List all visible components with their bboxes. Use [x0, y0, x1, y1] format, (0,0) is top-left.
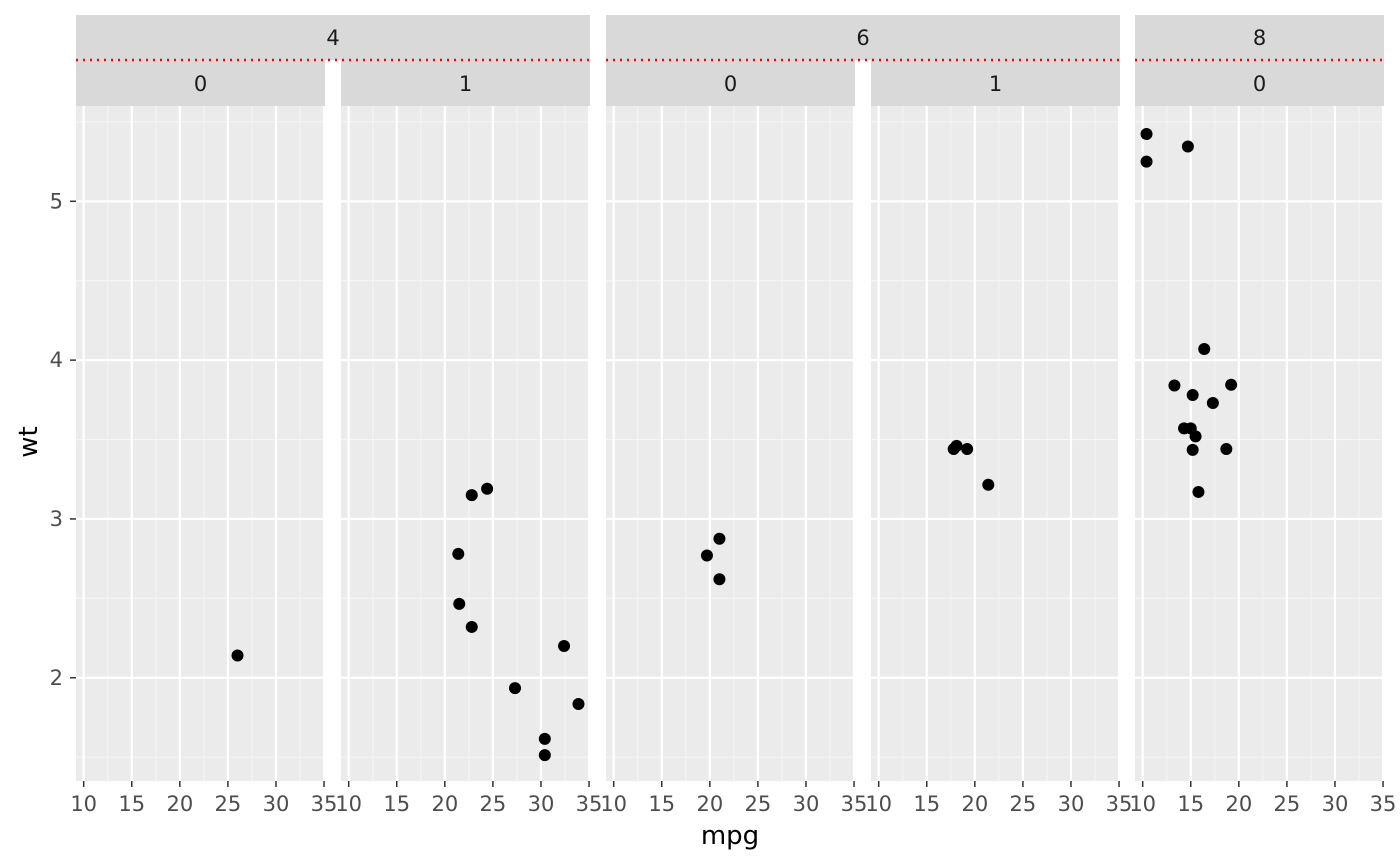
x-tick-label: 25 — [480, 792, 507, 816]
x-tick-label: 30 — [263, 792, 290, 816]
panel-strip-label: 1 — [459, 72, 472, 96]
data-point — [538, 749, 551, 762]
y-tick-label: 5 — [50, 189, 63, 213]
panel-strip — [606, 60, 855, 106]
x-tick-label: 20 — [696, 792, 723, 816]
x-tick-label: 35 — [311, 792, 338, 816]
data-point — [453, 597, 466, 610]
x-tick-label: 30 — [1322, 792, 1349, 816]
panel-background — [341, 106, 590, 781]
x-tick-label: 10 — [335, 792, 362, 816]
panel-strip — [341, 60, 590, 106]
x-tick-label: 20 — [166, 792, 193, 816]
data-point — [558, 640, 571, 652]
panel-strip-label: 0 — [724, 72, 737, 96]
data-point — [961, 443, 974, 456]
facet-panel — [341, 106, 591, 781]
x-tick-label: 15 — [913, 792, 940, 816]
data-point — [1184, 422, 1197, 435]
group-strip-label: 8 — [1253, 26, 1266, 50]
panel-background — [871, 106, 1120, 781]
data-point — [1225, 378, 1238, 391]
x-tick-label: 25 — [1274, 792, 1301, 816]
data-point — [1140, 155, 1153, 168]
data-point — [1206, 397, 1219, 409]
x-tick-label: 35 — [1106, 792, 1133, 816]
data-point — [1220, 443, 1233, 456]
panel-strip-label: 0 — [194, 72, 207, 96]
facet-panel — [76, 106, 326, 781]
data-point — [700, 549, 713, 562]
data-point — [481, 482, 494, 495]
y-tick-label: 3 — [50, 507, 63, 531]
panel-strip — [1135, 60, 1384, 106]
data-point — [713, 532, 726, 545]
group-strip — [1135, 15, 1384, 60]
data-point — [231, 649, 244, 662]
x-tick-label: 25 — [1010, 792, 1037, 816]
group-strip — [76, 15, 590, 60]
x-tick-label: 30 — [793, 792, 820, 816]
x-tick-label: 20 — [961, 792, 988, 816]
x-tick-label: 15 — [648, 792, 675, 816]
x-tick-label: 30 — [1058, 792, 1085, 816]
facet-strips: 4 6 8 0 1 0 1 0 — [76, 15, 1384, 106]
panel-strip — [76, 60, 325, 106]
x-tick-label: 35 — [1370, 792, 1397, 816]
x-tick-label: 15 — [1177, 792, 1204, 816]
panel-strip — [871, 60, 1120, 106]
data-point — [947, 443, 960, 456]
data-point — [1186, 389, 1199, 402]
panel-background — [76, 106, 325, 781]
data-point — [713, 573, 726, 586]
x-axis-title: mpg — [701, 821, 759, 851]
x-tick-label: 10 — [600, 792, 627, 816]
panel-background — [606, 106, 855, 781]
x-tick-label: 10 — [1129, 792, 1156, 816]
y-tick-label: 2 — [50, 666, 63, 690]
data-point — [452, 547, 465, 560]
data-point — [465, 620, 478, 633]
data-point — [1181, 140, 1194, 153]
x-tick-label: 30 — [528, 792, 555, 816]
x-tick-label: 35 — [841, 792, 868, 816]
data-point — [1168, 379, 1181, 392]
x-tick-label: 10 — [865, 792, 892, 816]
data-point — [465, 489, 478, 502]
x-tick-label: 35 — [576, 792, 603, 816]
facet-panel — [1135, 106, 1385, 781]
x-tick-label: 10 — [70, 792, 97, 816]
group-strip-label: 6 — [856, 26, 869, 50]
group-strip-label: 4 — [326, 26, 339, 50]
panel-strip-label: 0 — [1253, 72, 1266, 96]
data-point — [572, 697, 585, 710]
data-point — [1140, 127, 1153, 140]
y-tick-label: 4 — [50, 348, 63, 372]
data-point — [1198, 343, 1211, 355]
panel-background — [1135, 106, 1384, 781]
x-tick-label: 25 — [215, 792, 242, 816]
facet-panels — [76, 106, 1385, 781]
data-point — [1186, 443, 1199, 456]
x-tick-label: 20 — [1225, 792, 1252, 816]
x-tick-label: 20 — [431, 792, 458, 816]
facet-panel — [606, 106, 856, 781]
y-axis-title: wt — [14, 426, 44, 457]
data-point — [538, 732, 551, 745]
group-strip — [606, 15, 1120, 60]
data-point — [1192, 485, 1205, 498]
facet-panel — [871, 106, 1121, 781]
data-point — [982, 478, 995, 491]
x-tick-label: 15 — [383, 792, 410, 816]
x-tick-label: 15 — [118, 792, 145, 816]
panel-strip-label: 1 — [989, 72, 1002, 96]
x-tick-label: 25 — [745, 792, 772, 816]
data-point — [509, 682, 522, 695]
